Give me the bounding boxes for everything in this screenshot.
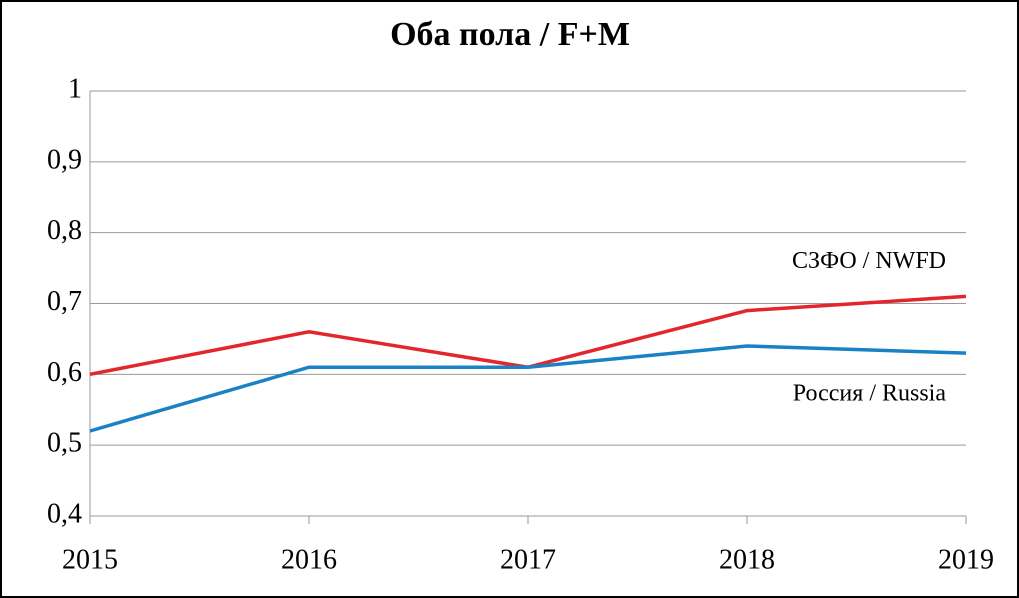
series-line bbox=[89, 344, 967, 433]
y-tick-label: 0,5 bbox=[47, 428, 82, 459]
x-tick-label: 2018 bbox=[719, 544, 775, 575]
x-tick-label: 2017 bbox=[500, 544, 556, 575]
y-tick-label: 0,7 bbox=[47, 286, 82, 317]
y-tick-label: 0,8 bbox=[47, 215, 82, 246]
chart-title: Оба пола / F+M bbox=[390, 16, 630, 53]
x-tick-label: 2015 bbox=[62, 544, 118, 575]
series-label: Россия / Russia bbox=[793, 381, 947, 407]
y-tick-label: 0,4 bbox=[47, 498, 82, 529]
x-tick-label: 2016 bbox=[281, 544, 337, 575]
series-label: СЗФО / NWFD bbox=[792, 248, 946, 274]
x-tick-label: 2019 bbox=[938, 544, 994, 575]
y-tick-label: 0,6 bbox=[47, 357, 82, 388]
y-tick-label: 1 bbox=[68, 73, 82, 104]
y-tick-label: 0,9 bbox=[47, 144, 82, 175]
